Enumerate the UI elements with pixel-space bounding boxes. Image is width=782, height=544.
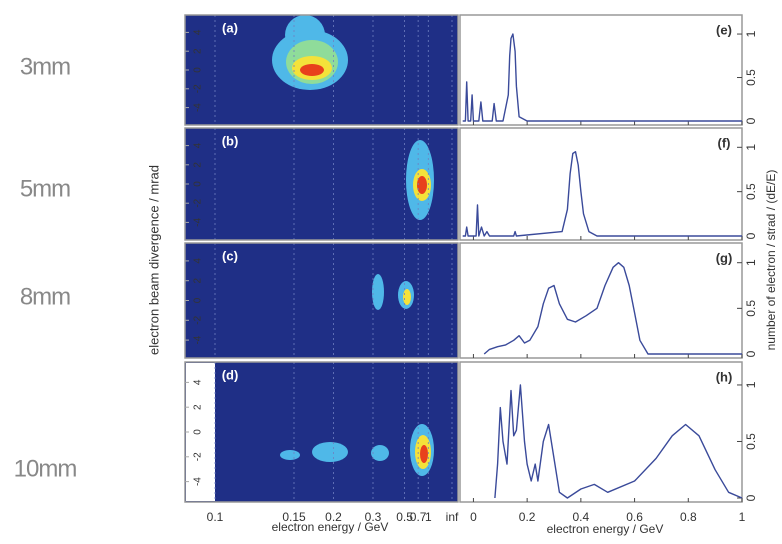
spectrum-line bbox=[494, 384, 743, 499]
y-tick-label: 1 bbox=[744, 259, 758, 266]
y-tick-label: 0.5 bbox=[744, 69, 758, 86]
x-tick-label: 0.7 bbox=[410, 510, 427, 524]
y-tick-label: 4 bbox=[193, 258, 204, 264]
x-axis-label: electron energy / GeV bbox=[272, 520, 389, 534]
y-tick-label: -4 bbox=[193, 103, 204, 112]
x-tick-label: inf bbox=[446, 510, 459, 524]
row-label: 5mm bbox=[20, 175, 70, 202]
y-tick-label: 2 bbox=[193, 277, 204, 283]
row-label: 3mm bbox=[20, 53, 70, 80]
x-tick-label: 0 bbox=[470, 510, 477, 524]
y-tick-label: 0 bbox=[193, 67, 204, 73]
y-tick-label: 1 bbox=[744, 144, 758, 151]
y-tick-label: -2 bbox=[193, 315, 204, 324]
panel-frame bbox=[184, 127, 459, 241]
x-tick-label: 1 bbox=[425, 510, 432, 524]
panel-frame bbox=[184, 361, 459, 503]
y-tick-label: -4 bbox=[193, 218, 204, 227]
panel-bg bbox=[185, 362, 458, 502]
x-tick-label: 0.2 bbox=[325, 510, 342, 524]
x-tick-label: 0.4 bbox=[573, 510, 590, 524]
y-tick-label: 0 bbox=[193, 297, 204, 303]
panel-frame bbox=[459, 127, 743, 241]
panel-label: (a) bbox=[222, 20, 238, 35]
y-tick-label: 0 bbox=[744, 117, 758, 124]
panel-label: (h) bbox=[716, 369, 733, 384]
panel-label: (e) bbox=[716, 22, 732, 37]
y-tick-label: 4 bbox=[193, 379, 204, 385]
y-tick-label: 0.5 bbox=[744, 183, 758, 200]
y-tick-label: 1 bbox=[744, 30, 758, 37]
panel-frame bbox=[459, 14, 743, 126]
panel-label: (g) bbox=[716, 250, 733, 265]
y-axis-label: electron beam divergence / mrad bbox=[146, 165, 161, 355]
y-tick-label: 0 bbox=[744, 350, 758, 357]
x-tick-label: 0.8 bbox=[680, 510, 697, 524]
x-tick-label: 0.1 bbox=[207, 510, 224, 524]
x-tick-label: 0.2 bbox=[519, 510, 536, 524]
panel-frame bbox=[459, 361, 743, 503]
y-tick-label: -2 bbox=[193, 84, 204, 93]
y-tick-label: 0 bbox=[744, 494, 758, 501]
x-tick-label: 0.3 bbox=[365, 510, 382, 524]
x-tick-label: 0.6 bbox=[626, 510, 643, 524]
y-tick-label: -4 bbox=[193, 335, 204, 344]
spectrum-line bbox=[462, 33, 742, 122]
spectrum-line bbox=[483, 262, 742, 355]
x-tick-label: 0.5 bbox=[396, 510, 413, 524]
row-label: 8mm bbox=[20, 283, 70, 310]
y-tick-label: -2 bbox=[193, 198, 204, 207]
panel-label: (c) bbox=[222, 248, 238, 263]
panel-frame bbox=[184, 14, 459, 126]
panel-label: (b) bbox=[222, 133, 239, 148]
y-tick-label: 0 bbox=[193, 181, 204, 187]
y-tick-label: 2 bbox=[193, 48, 204, 54]
spectrum-line bbox=[462, 151, 742, 237]
x-tick-label: 1 bbox=[739, 510, 746, 524]
y-tick-label: 0 bbox=[193, 429, 204, 435]
y-tick-label: 2 bbox=[193, 404, 204, 410]
x-tick-label: 0.15 bbox=[282, 510, 306, 524]
y-tick-label: 0.5 bbox=[744, 433, 758, 450]
panel-frame bbox=[459, 242, 743, 359]
y-tick-label: -4 bbox=[193, 477, 204, 486]
y-axis-label: number of electron / strad / (dE/E) bbox=[764, 170, 778, 351]
y-tick-label: 4 bbox=[193, 29, 204, 35]
x-axis-label: electron energy / GeV bbox=[547, 522, 664, 536]
panel-label: (d) bbox=[222, 367, 239, 382]
y-tick-label: 2 bbox=[193, 162, 204, 168]
y-tick-label: 0 bbox=[744, 232, 758, 239]
no-data bbox=[186, 363, 215, 501]
panel-frame bbox=[184, 242, 459, 359]
panel-label: (f) bbox=[718, 135, 731, 150]
beam-image bbox=[272, 15, 434, 476]
row-label: 10mm bbox=[14, 455, 77, 482]
y-tick-label: -2 bbox=[193, 452, 204, 461]
y-tick-label: 0.5 bbox=[744, 300, 758, 317]
y-tick-label: 4 bbox=[193, 142, 204, 148]
y-tick-label: 1 bbox=[744, 381, 758, 388]
